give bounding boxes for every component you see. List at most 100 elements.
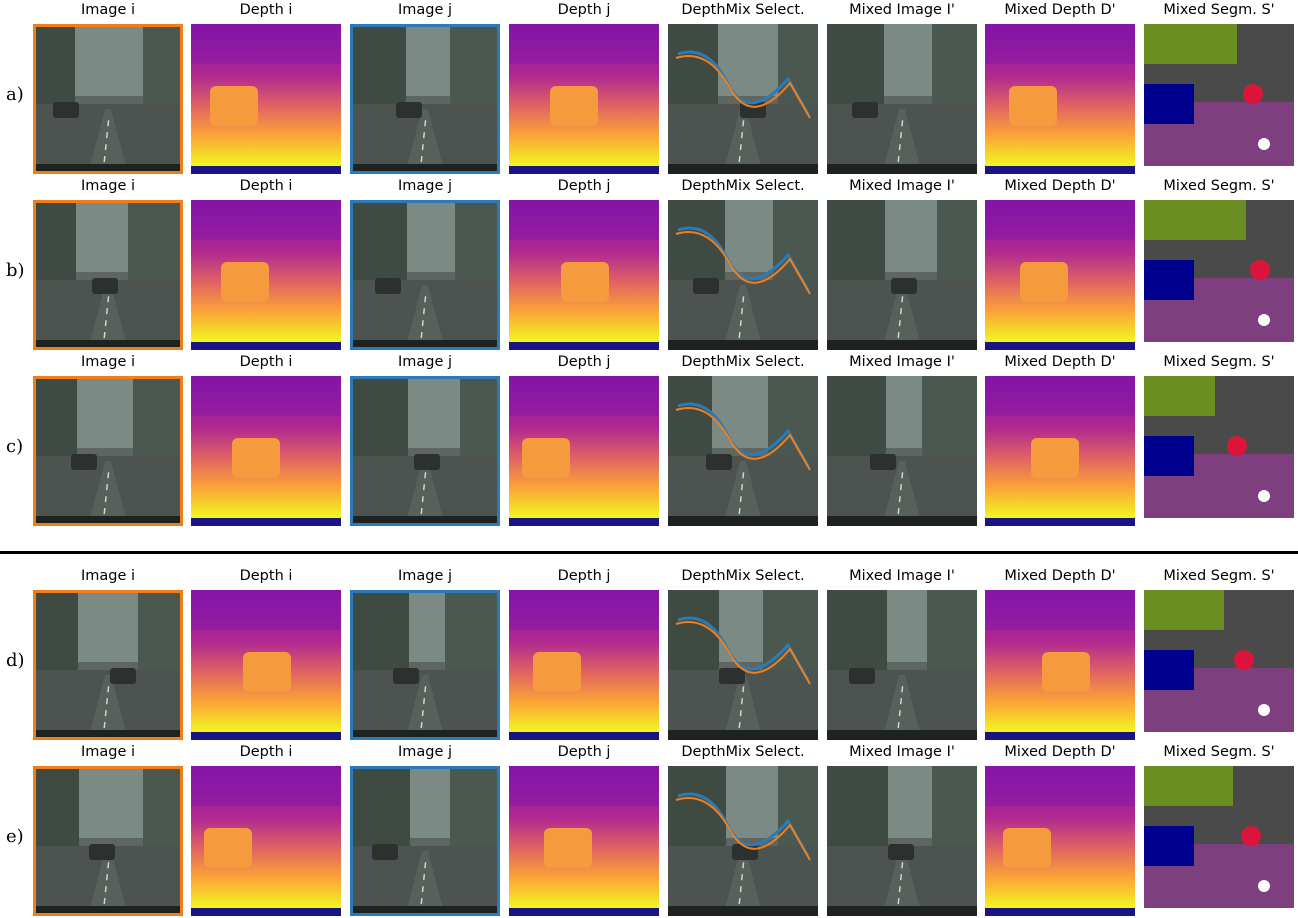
column-title: Image j bbox=[397, 744, 453, 760]
column-title: Image i bbox=[80, 568, 136, 584]
cell-image-i: Image i bbox=[33, 742, 183, 917]
cell-mixed-image: Mixed Image I' bbox=[827, 566, 977, 741]
column-title: Mixed Segm. S' bbox=[1163, 744, 1275, 760]
column-title: Image i bbox=[80, 354, 136, 370]
column-title: Image i bbox=[80, 744, 136, 760]
depthmix-select-image bbox=[668, 200, 818, 350]
column-title: DepthMix Select. bbox=[681, 178, 805, 194]
mixed-image-image bbox=[827, 200, 977, 350]
mixed-segm-image bbox=[1144, 376, 1294, 526]
column-title: Mixed Segm. S' bbox=[1163, 2, 1275, 18]
column-title: Mixed Segm. S' bbox=[1163, 178, 1275, 194]
column-title: Mixed Image I' bbox=[849, 568, 955, 584]
cell-image-i: Image i bbox=[33, 352, 183, 527]
row-d: d) Image i Depth i Image j Depth j DepthMix … bbox=[0, 566, 1298, 741]
cell-mixed-image: Mixed Image I' bbox=[827, 176, 977, 351]
cell-image-j: Image j bbox=[350, 566, 500, 741]
cell-mixed-depth: Mixed Depth D' bbox=[985, 176, 1135, 351]
section-divider bbox=[0, 551, 1298, 554]
row-a: a) Image i Depth i Image j Depth j DepthMix … bbox=[0, 0, 1298, 175]
mixed-image-image bbox=[827, 24, 977, 174]
row-b: b) Image i Depth i Image j Depth j DepthMix … bbox=[0, 176, 1298, 351]
cell-depth-j: Depth j bbox=[509, 742, 659, 917]
cell-image-j: Image j bbox=[350, 742, 500, 917]
cell-mixed-depth: Mixed Depth D' bbox=[985, 742, 1135, 917]
cell-depth-j: Depth j bbox=[509, 0, 659, 175]
column-title: Image j bbox=[397, 2, 453, 18]
depth-i-image bbox=[191, 376, 341, 526]
column-title: Mixed Segm. S' bbox=[1163, 568, 1275, 584]
depth-j-image bbox=[509, 376, 659, 526]
column-title: Mixed Image I' bbox=[849, 354, 955, 370]
cell-depthmix-select: DepthMix Select. bbox=[668, 352, 818, 527]
cell-depth-i: Depth i bbox=[191, 566, 341, 741]
row-label: a) bbox=[6, 84, 24, 105]
mixed-depth-image bbox=[985, 766, 1135, 916]
depth-i-image bbox=[191, 590, 341, 740]
row-label: d) bbox=[6, 650, 25, 671]
cell-depth-i: Depth i bbox=[191, 742, 341, 917]
depth-j-image bbox=[509, 200, 659, 350]
image-j-image bbox=[350, 24, 500, 174]
cell-depthmix-select: DepthMix Select. bbox=[668, 176, 818, 351]
cell-depth-j: Depth j bbox=[509, 176, 659, 351]
row-label: e) bbox=[6, 826, 24, 847]
column-title: DepthMix Select. bbox=[681, 744, 805, 760]
column-title: DepthMix Select. bbox=[681, 568, 805, 584]
depth-j-image bbox=[509, 766, 659, 916]
mixed-depth-image bbox=[985, 24, 1135, 174]
cell-mixed-segm: Mixed Segm. S' bbox=[1144, 742, 1294, 917]
depthmix-select-image bbox=[668, 376, 818, 526]
cell-image-j: Image j bbox=[350, 0, 500, 175]
column-title: DepthMix Select. bbox=[681, 354, 805, 370]
cell-mixed-depth: Mixed Depth D' bbox=[985, 0, 1135, 175]
mixed-depth-image bbox=[985, 376, 1135, 526]
cell-mixed-image: Mixed Image I' bbox=[827, 352, 977, 527]
column-title: Mixed Image I' bbox=[849, 2, 955, 18]
column-title: Mixed Image I' bbox=[849, 744, 955, 760]
image-i-image bbox=[33, 590, 183, 740]
image-j-image bbox=[350, 766, 500, 916]
mixed-image-image bbox=[827, 590, 977, 740]
cell-depth-j: Depth j bbox=[509, 352, 659, 527]
image-j-image bbox=[350, 376, 500, 526]
depthmix-select-image bbox=[668, 590, 818, 740]
depth-i-image bbox=[191, 200, 341, 350]
column-title: DepthMix Select. bbox=[681, 2, 805, 18]
column-title: Mixed Depth D' bbox=[1004, 744, 1116, 760]
cell-depthmix-select: DepthMix Select. bbox=[668, 0, 818, 175]
mixed-segm-image bbox=[1144, 24, 1294, 174]
cell-depth-i: Depth i bbox=[191, 176, 341, 351]
column-title: Depth j bbox=[557, 744, 611, 760]
cell-depthmix-select: DepthMix Select. bbox=[668, 742, 818, 917]
cell-image-i: Image i bbox=[33, 0, 183, 175]
cell-mixed-segm: Mixed Segm. S' bbox=[1144, 0, 1294, 175]
mixed-depth-image bbox=[985, 590, 1135, 740]
cell-depth-i: Depth i bbox=[191, 352, 341, 527]
column-title: Depth i bbox=[239, 354, 293, 370]
column-title: Image j bbox=[397, 568, 453, 584]
column-title: Depth j bbox=[557, 2, 611, 18]
image-i-image bbox=[33, 376, 183, 526]
depthmix-select-image bbox=[668, 24, 818, 174]
depth-j-image bbox=[509, 24, 659, 174]
column-title: Mixed Segm. S' bbox=[1163, 354, 1275, 370]
cell-mixed-image: Mixed Image I' bbox=[827, 742, 977, 917]
column-title: Mixed Depth D' bbox=[1004, 178, 1116, 194]
row-c: c) Image i Depth i Image j Depth j DepthMix … bbox=[0, 352, 1298, 527]
cell-mixed-segm: Mixed Segm. S' bbox=[1144, 566, 1294, 741]
depth-i-image bbox=[191, 24, 341, 174]
mixed-depth-image bbox=[985, 200, 1135, 350]
mixed-segm-image bbox=[1144, 766, 1294, 916]
column-title: Depth j bbox=[557, 568, 611, 584]
depth-j-image bbox=[509, 590, 659, 740]
mixed-image-image bbox=[827, 766, 977, 916]
image-j-image bbox=[350, 590, 500, 740]
column-title: Image i bbox=[80, 178, 136, 194]
column-title: Mixed Depth D' bbox=[1004, 2, 1116, 18]
cell-image-i: Image i bbox=[33, 176, 183, 351]
cell-mixed-depth: Mixed Depth D' bbox=[985, 566, 1135, 741]
image-j-image bbox=[350, 200, 500, 350]
column-title: Image j bbox=[397, 354, 453, 370]
column-title: Depth i bbox=[239, 568, 293, 584]
